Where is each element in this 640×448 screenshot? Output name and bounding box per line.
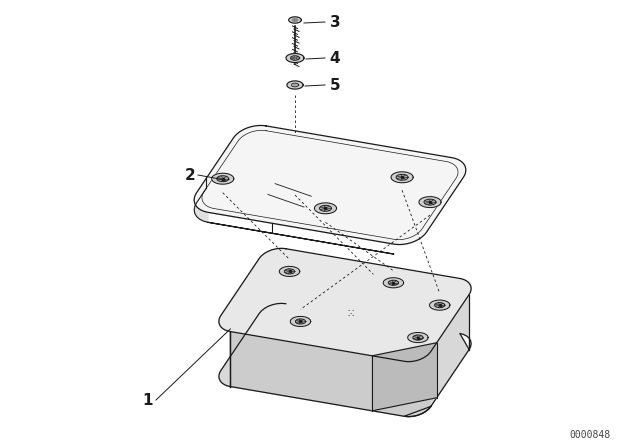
Text: 1: 1 <box>143 392 153 408</box>
Polygon shape <box>314 203 337 214</box>
Polygon shape <box>424 199 436 205</box>
Polygon shape <box>383 278 404 288</box>
Polygon shape <box>284 269 294 274</box>
Polygon shape <box>391 172 413 183</box>
Polygon shape <box>372 343 436 411</box>
Polygon shape <box>292 19 298 22</box>
Polygon shape <box>408 332 428 343</box>
Polygon shape <box>291 56 300 60</box>
Polygon shape <box>429 300 450 310</box>
Text: 0000848: 0000848 <box>570 430 611 440</box>
Text: 4: 4 <box>330 51 340 65</box>
Polygon shape <box>286 53 304 63</box>
Polygon shape <box>291 83 299 87</box>
Polygon shape <box>291 316 310 327</box>
Polygon shape <box>279 267 300 276</box>
Text: 5: 5 <box>330 78 340 92</box>
Polygon shape <box>404 279 471 417</box>
Polygon shape <box>413 335 423 340</box>
Text: ⵘ: ⵘ <box>347 310 353 319</box>
Polygon shape <box>230 332 431 417</box>
Polygon shape <box>219 248 286 387</box>
Polygon shape <box>419 197 441 207</box>
Polygon shape <box>212 173 234 184</box>
Polygon shape <box>194 125 466 245</box>
Polygon shape <box>217 176 228 181</box>
Polygon shape <box>287 81 303 89</box>
Polygon shape <box>435 302 445 308</box>
Polygon shape <box>319 205 332 211</box>
Text: 3: 3 <box>330 14 340 30</box>
Polygon shape <box>396 174 408 180</box>
Polygon shape <box>296 319 305 324</box>
Text: 2: 2 <box>184 168 195 182</box>
Polygon shape <box>219 248 471 362</box>
Polygon shape <box>289 17 301 23</box>
Polygon shape <box>388 280 399 285</box>
Polygon shape <box>194 178 394 254</box>
